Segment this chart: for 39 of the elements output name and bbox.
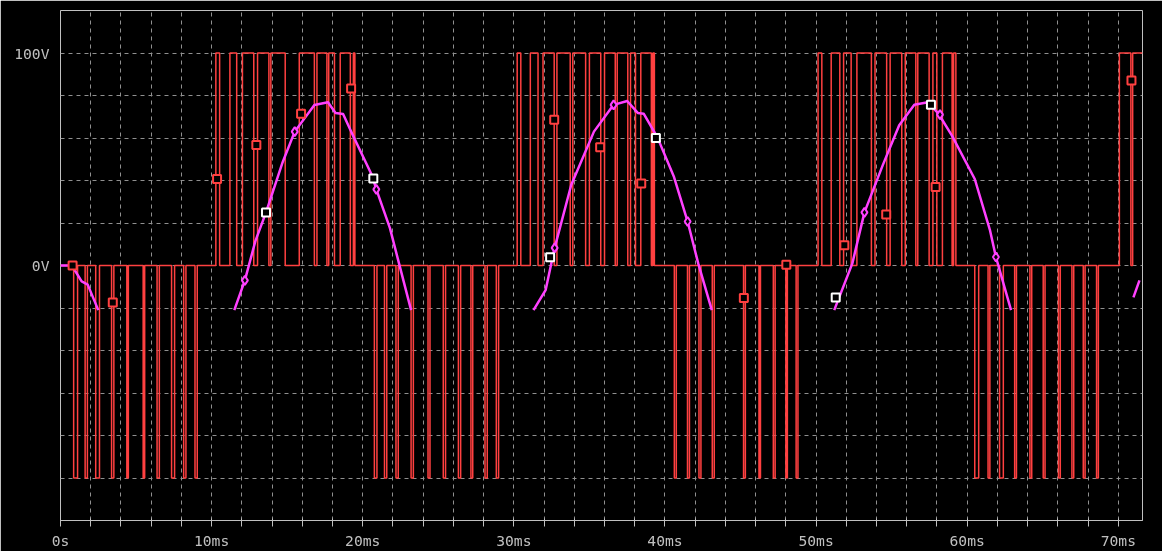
point <box>346 83 357 94</box>
x-tick-label: 70ms <box>1100 531 1136 549</box>
x-tick-label: 60ms <box>949 531 985 549</box>
point <box>925 99 936 110</box>
point <box>107 297 118 308</box>
point <box>930 182 941 193</box>
point <box>67 260 78 271</box>
point <box>650 133 661 143</box>
point <box>372 183 381 195</box>
x-tick-label: 10ms <box>193 531 230 549</box>
point <box>781 259 792 270</box>
point <box>290 126 299 138</box>
point <box>881 209 892 220</box>
point <box>251 140 262 151</box>
point <box>296 108 307 119</box>
x-tick-label: 30ms <box>496 531 532 549</box>
point <box>683 216 692 228</box>
point <box>549 114 560 125</box>
point <box>636 178 647 189</box>
y-tick-label: 100V <box>14 44 50 62</box>
x-tick-label: 0s <box>51 531 70 549</box>
point <box>550 242 559 254</box>
point <box>368 173 379 184</box>
point <box>595 142 606 153</box>
point <box>212 174 223 185</box>
point <box>1126 75 1137 86</box>
x-tick-label: 20ms <box>345 531 381 549</box>
point <box>839 240 850 251</box>
point <box>860 206 869 218</box>
point <box>261 207 272 218</box>
y-tick-label: 0V <box>31 257 50 274</box>
x-tick-label: 40ms <box>647 531 683 549</box>
point <box>830 292 841 303</box>
point <box>240 274 249 286</box>
point <box>545 252 556 263</box>
point <box>738 293 749 304</box>
x-tick-label: 50ms <box>798 531 834 549</box>
point <box>609 99 618 111</box>
point <box>991 251 1000 263</box>
